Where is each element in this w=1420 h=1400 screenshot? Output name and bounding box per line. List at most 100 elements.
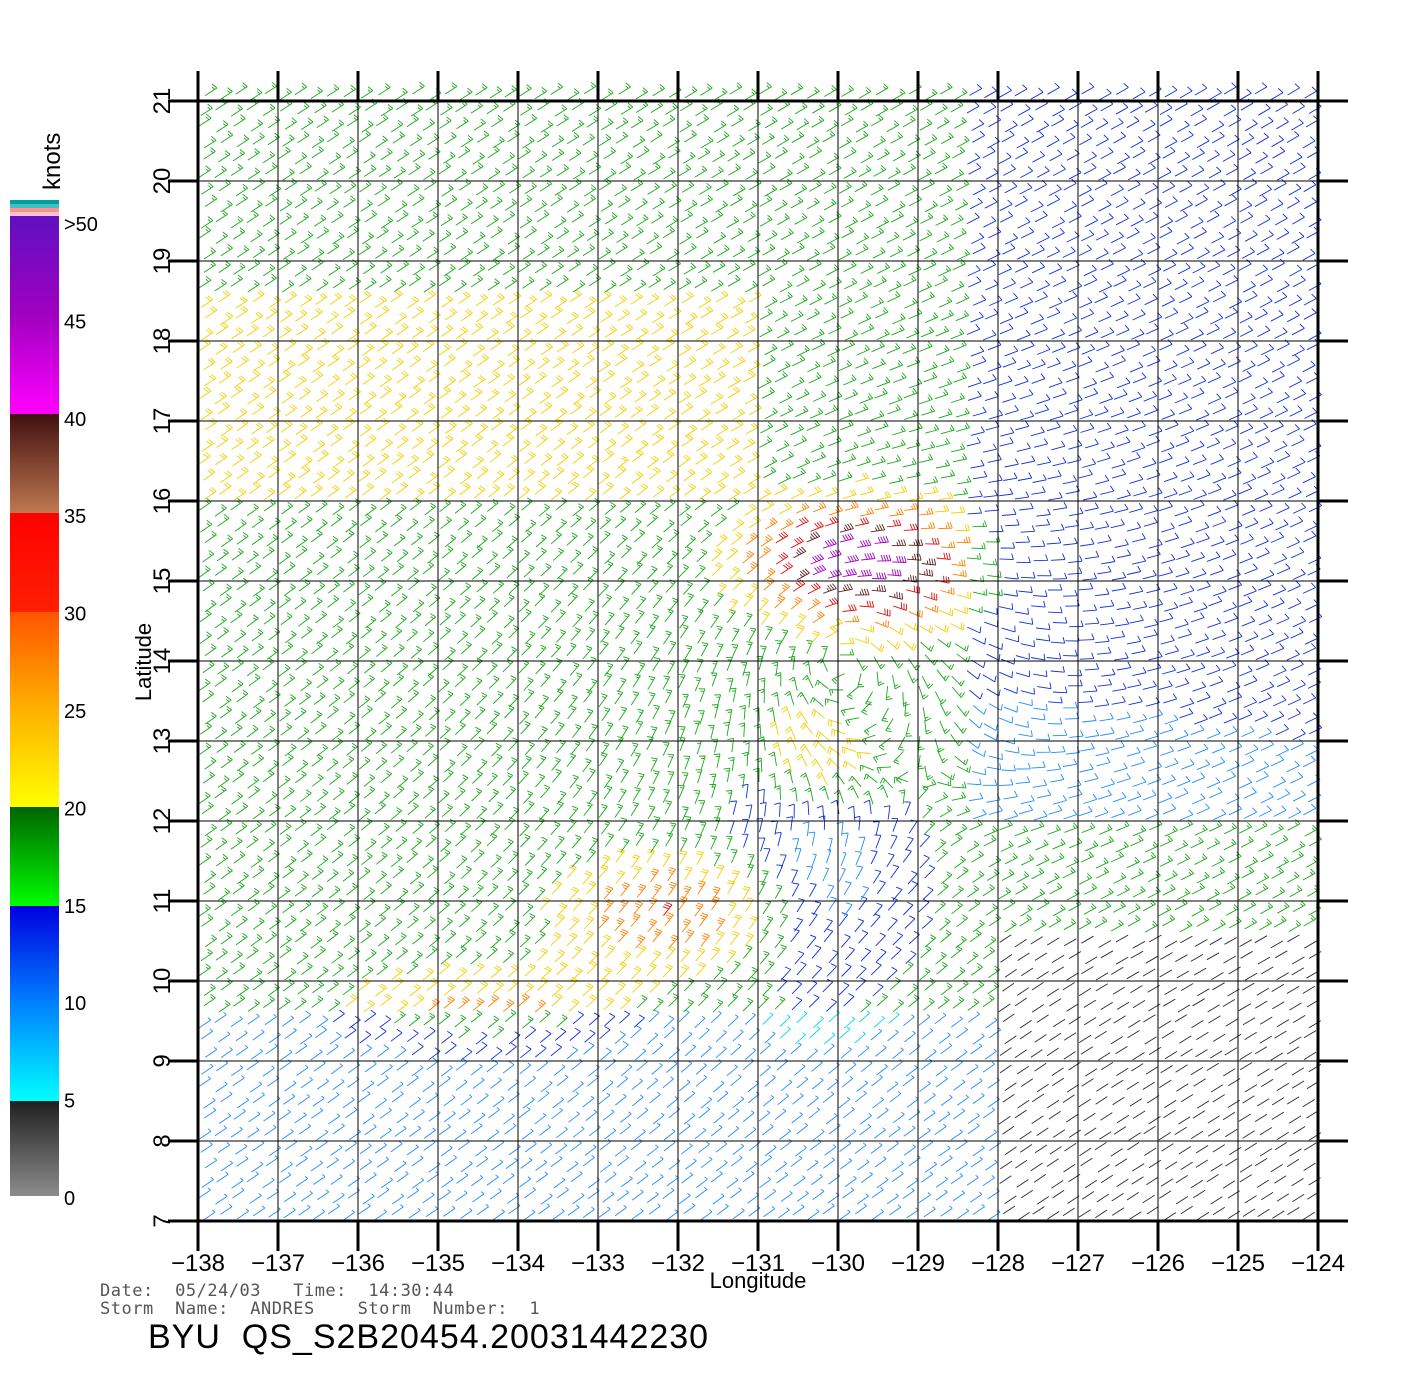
wind-barb bbox=[588, 385, 601, 399]
wind-barb bbox=[428, 199, 442, 213]
wind-barb bbox=[618, 162, 632, 175]
wind-barb bbox=[428, 998, 441, 1011]
wind-barb bbox=[266, 647, 279, 660]
wind-barb bbox=[358, 1203, 371, 1215]
wind-barb bbox=[636, 327, 649, 340]
wind-barb bbox=[599, 1161, 612, 1173]
wind-barb bbox=[587, 567, 599, 581]
wind-barb bbox=[758, 837, 766, 852]
wind-barb bbox=[748, 403, 762, 416]
wind-barb bbox=[712, 260, 726, 273]
wind-barb bbox=[759, 82, 772, 95]
wind-barb bbox=[472, 1077, 485, 1089]
wind-barb bbox=[378, 822, 390, 836]
wind-barb bbox=[427, 775, 439, 789]
wind-barb bbox=[604, 662, 614, 677]
wind-barb bbox=[204, 487, 217, 500]
wind-barb bbox=[379, 386, 392, 399]
wind-barb bbox=[471, 566, 484, 580]
wind-barb bbox=[646, 624, 656, 639]
wind-barb bbox=[812, 610, 825, 624]
wind-barb bbox=[861, 701, 872, 715]
wind-barb bbox=[614, 465, 627, 479]
wind-barb bbox=[202, 549, 215, 563]
wind-barb bbox=[392, 451, 404, 465]
wind-barb bbox=[919, 341, 933, 352]
wind-barb bbox=[327, 241, 340, 255]
wind-barb bbox=[1158, 680, 1173, 691]
wind-barb bbox=[218, 1031, 231, 1043]
wind-barb bbox=[1305, 855, 1319, 868]
wind-barb bbox=[855, 517, 870, 527]
wind-barb bbox=[440, 951, 453, 965]
wind-barb bbox=[748, 178, 762, 191]
wind-barb bbox=[1094, 1141, 1107, 1151]
wind-barb bbox=[1116, 324, 1130, 336]
wind-barb bbox=[1082, 572, 1098, 581]
wind-barb bbox=[396, 947, 408, 960]
wind-barb bbox=[1212, 585, 1227, 597]
wind-barb bbox=[1066, 1003, 1079, 1012]
wind-barb bbox=[870, 1028, 882, 1041]
wind-barb bbox=[779, 899, 789, 914]
wind-barb bbox=[924, 200, 938, 213]
wind-barb bbox=[1276, 391, 1290, 404]
wind-barb bbox=[604, 325, 618, 338]
wind-barb bbox=[827, 746, 841, 756]
wind-barb bbox=[972, 356, 987, 367]
wind-barb bbox=[476, 758, 488, 773]
wind-barb bbox=[460, 198, 473, 211]
wind-barb bbox=[662, 114, 676, 127]
wind-barb bbox=[707, 724, 715, 739]
wind-barb bbox=[935, 951, 947, 965]
wind-barb bbox=[250, 855, 263, 868]
wind-barb bbox=[1082, 604, 1098, 612]
wind-barb bbox=[1080, 851, 1094, 863]
wind-barb bbox=[300, 849, 313, 863]
wind-barb bbox=[268, 1145, 281, 1157]
wind-barb bbox=[294, 375, 307, 389]
wind-barb bbox=[983, 216, 997, 228]
wind-barb bbox=[1276, 280, 1290, 293]
wind-barb bbox=[716, 1090, 729, 1103]
wind-barb bbox=[777, 213, 790, 226]
wind-barb bbox=[1286, 1158, 1300, 1168]
wind-barb bbox=[459, 595, 471, 609]
wind-barb bbox=[247, 775, 260, 789]
wind-barb bbox=[1239, 1174, 1252, 1183]
wind-barb bbox=[1094, 698, 1110, 708]
wind-barb bbox=[426, 324, 439, 338]
wind-barb bbox=[745, 311, 758, 324]
wind-barb bbox=[636, 994, 648, 1009]
wind-barb bbox=[1238, 483, 1253, 495]
wind-barb bbox=[598, 359, 611, 373]
wind-barb bbox=[1084, 956, 1098, 965]
wind-barb bbox=[1270, 88, 1284, 101]
wind-barb bbox=[345, 993, 358, 1007]
wind-barb bbox=[551, 135, 565, 148]
wind-barb bbox=[840, 707, 855, 717]
wind-barb bbox=[1082, 714, 1097, 723]
wind-barb bbox=[985, 1017, 998, 1029]
wind-barb bbox=[294, 707, 307, 721]
wind-barb bbox=[313, 327, 326, 340]
wind-barb bbox=[1254, 820, 1268, 833]
wind-barb bbox=[598, 1092, 611, 1105]
wind-barb bbox=[1211, 120, 1225, 133]
wind-barb bbox=[374, 689, 386, 703]
wind-barb bbox=[764, 296, 778, 308]
wind-barb bbox=[1005, 635, 1020, 643]
wind-barb bbox=[873, 902, 883, 917]
wind-barb bbox=[359, 1143, 372, 1155]
wind-barb bbox=[1030, 1162, 1043, 1172]
wind-barb bbox=[348, 277, 362, 290]
wind-barb bbox=[247, 392, 260, 405]
wind-barb bbox=[556, 1187, 569, 1199]
wind-barb bbox=[1194, 714, 1208, 725]
wind-barb bbox=[859, 764, 874, 772]
wind-barb bbox=[646, 736, 654, 751]
wind-barb bbox=[1239, 200, 1253, 213]
wind-barb bbox=[1065, 599, 1080, 607]
wind-barb bbox=[1225, 420, 1239, 432]
wind-barb bbox=[1207, 1115, 1220, 1124]
